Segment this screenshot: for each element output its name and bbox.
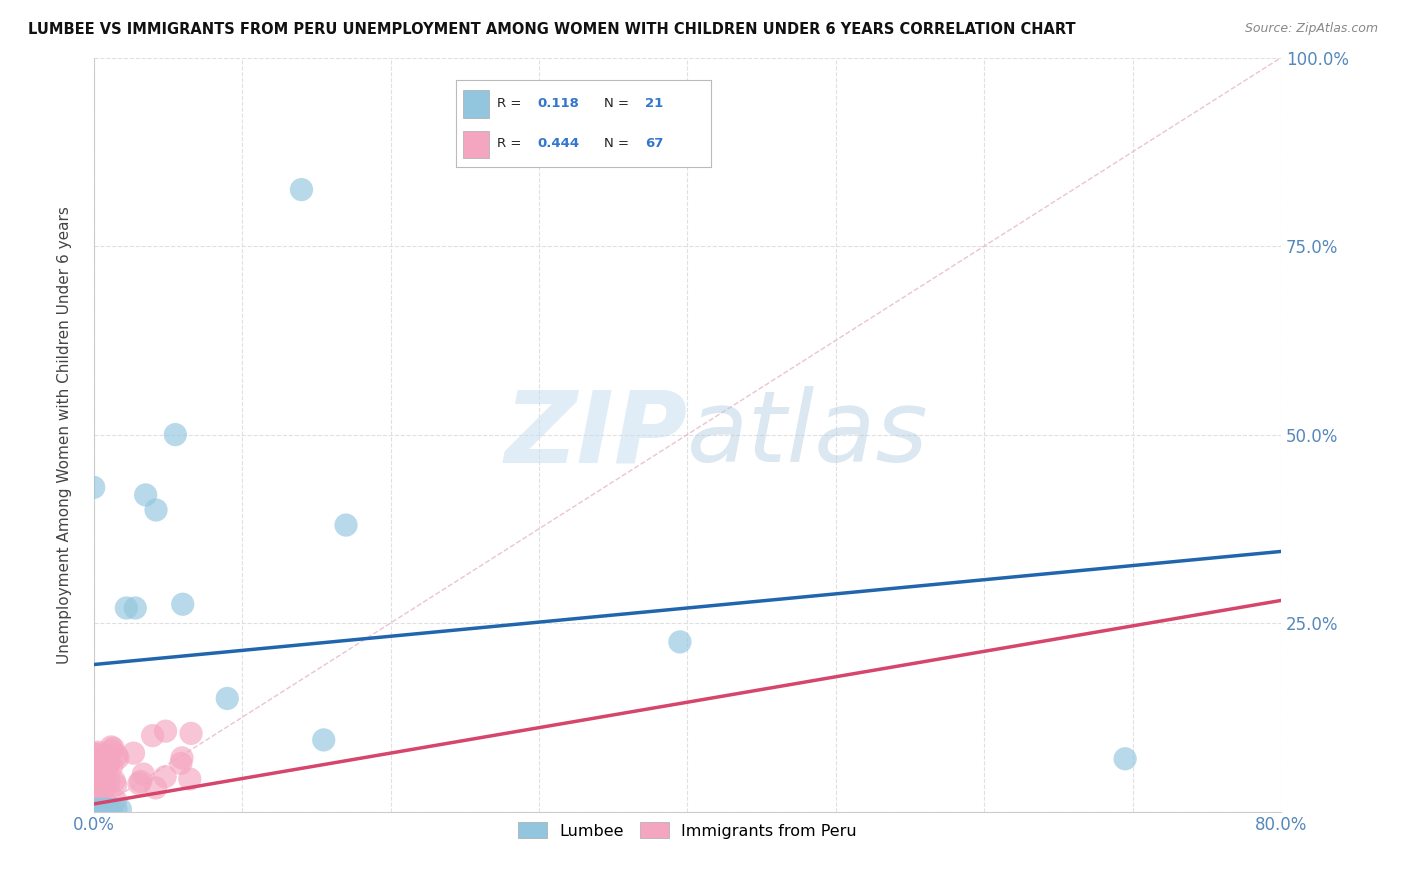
Point bbox=[84, 797, 107, 812]
Point bbox=[83, 750, 105, 764]
Point bbox=[84, 756, 107, 770]
Point bbox=[96, 757, 118, 772]
Point bbox=[132, 767, 155, 781]
Point bbox=[86, 792, 108, 806]
Point bbox=[87, 745, 110, 759]
Point bbox=[86, 782, 108, 797]
Point bbox=[89, 767, 111, 781]
Text: LUMBEE VS IMMIGRANTS FROM PERU UNEMPLOYMENT AMONG WOMEN WITH CHILDREN UNDER 6 YE: LUMBEE VS IMMIGRANTS FROM PERU UNEMPLOYM… bbox=[28, 22, 1076, 37]
Point bbox=[172, 597, 194, 611]
Point bbox=[83, 803, 105, 817]
Point bbox=[107, 751, 129, 765]
Point bbox=[101, 759, 124, 773]
Point bbox=[91, 756, 114, 770]
Point bbox=[129, 774, 152, 789]
Point bbox=[90, 772, 112, 786]
Point bbox=[84, 752, 107, 766]
Point bbox=[83, 774, 105, 789]
Point bbox=[335, 518, 357, 533]
Text: ZIP: ZIP bbox=[505, 386, 688, 483]
Point bbox=[96, 797, 118, 812]
Point bbox=[97, 757, 120, 772]
Point bbox=[165, 427, 187, 442]
Point bbox=[89, 770, 111, 784]
Point bbox=[145, 780, 167, 795]
Point bbox=[180, 726, 202, 740]
Point bbox=[87, 772, 110, 787]
Point bbox=[122, 746, 145, 760]
Point bbox=[84, 753, 107, 767]
Point bbox=[94, 802, 117, 816]
Point bbox=[90, 802, 112, 816]
Point bbox=[290, 183, 312, 197]
Point bbox=[98, 775, 121, 789]
Point bbox=[86, 756, 108, 770]
Point bbox=[110, 802, 132, 816]
Point bbox=[89, 799, 111, 814]
Point bbox=[97, 802, 120, 816]
Point bbox=[84, 802, 107, 816]
Point bbox=[93, 781, 115, 796]
Point bbox=[217, 691, 239, 706]
Point bbox=[142, 729, 165, 743]
Text: atlas: atlas bbox=[688, 386, 929, 483]
Point bbox=[83, 480, 105, 494]
Point bbox=[84, 802, 107, 816]
Point bbox=[84, 753, 107, 767]
Point bbox=[83, 793, 105, 807]
Point bbox=[669, 635, 692, 649]
Point bbox=[84, 782, 107, 797]
Point bbox=[84, 781, 107, 796]
Point bbox=[100, 739, 122, 754]
Point bbox=[87, 769, 110, 783]
Point bbox=[83, 747, 105, 762]
Point bbox=[97, 757, 120, 772]
Point bbox=[84, 756, 107, 770]
Point bbox=[128, 776, 150, 790]
Point bbox=[87, 802, 110, 816]
Point bbox=[312, 733, 335, 747]
Legend: Lumbee, Immigrants from Peru: Lumbee, Immigrants from Peru bbox=[512, 815, 863, 845]
Point bbox=[104, 778, 127, 792]
Point bbox=[103, 773, 125, 788]
Point bbox=[145, 503, 167, 517]
Point bbox=[83, 775, 105, 789]
Point bbox=[1114, 752, 1136, 766]
Point bbox=[155, 724, 177, 739]
Point bbox=[84, 803, 107, 817]
Point bbox=[89, 781, 111, 796]
Point bbox=[104, 802, 127, 816]
Point bbox=[179, 772, 201, 786]
Point bbox=[89, 796, 111, 810]
Point bbox=[105, 748, 128, 763]
Point bbox=[86, 747, 108, 761]
Point bbox=[115, 601, 138, 615]
Text: Source: ZipAtlas.com: Source: ZipAtlas.com bbox=[1244, 22, 1378, 36]
Point bbox=[84, 765, 107, 780]
Point bbox=[87, 781, 110, 796]
Point bbox=[94, 747, 117, 761]
Point bbox=[94, 773, 117, 788]
Point bbox=[170, 751, 193, 765]
Point bbox=[84, 797, 107, 811]
Point bbox=[100, 802, 122, 816]
Point bbox=[170, 756, 193, 771]
Point bbox=[90, 775, 112, 789]
Point bbox=[91, 770, 114, 784]
Point bbox=[83, 756, 105, 770]
Point bbox=[124, 601, 146, 615]
Point bbox=[135, 488, 157, 502]
Point bbox=[104, 793, 127, 807]
Point bbox=[100, 743, 122, 757]
Point bbox=[153, 770, 176, 784]
Point bbox=[101, 741, 124, 756]
Y-axis label: Unemployment Among Women with Children Under 6 years: Unemployment Among Women with Children U… bbox=[58, 206, 72, 664]
Point bbox=[89, 788, 111, 802]
Point bbox=[87, 780, 110, 794]
